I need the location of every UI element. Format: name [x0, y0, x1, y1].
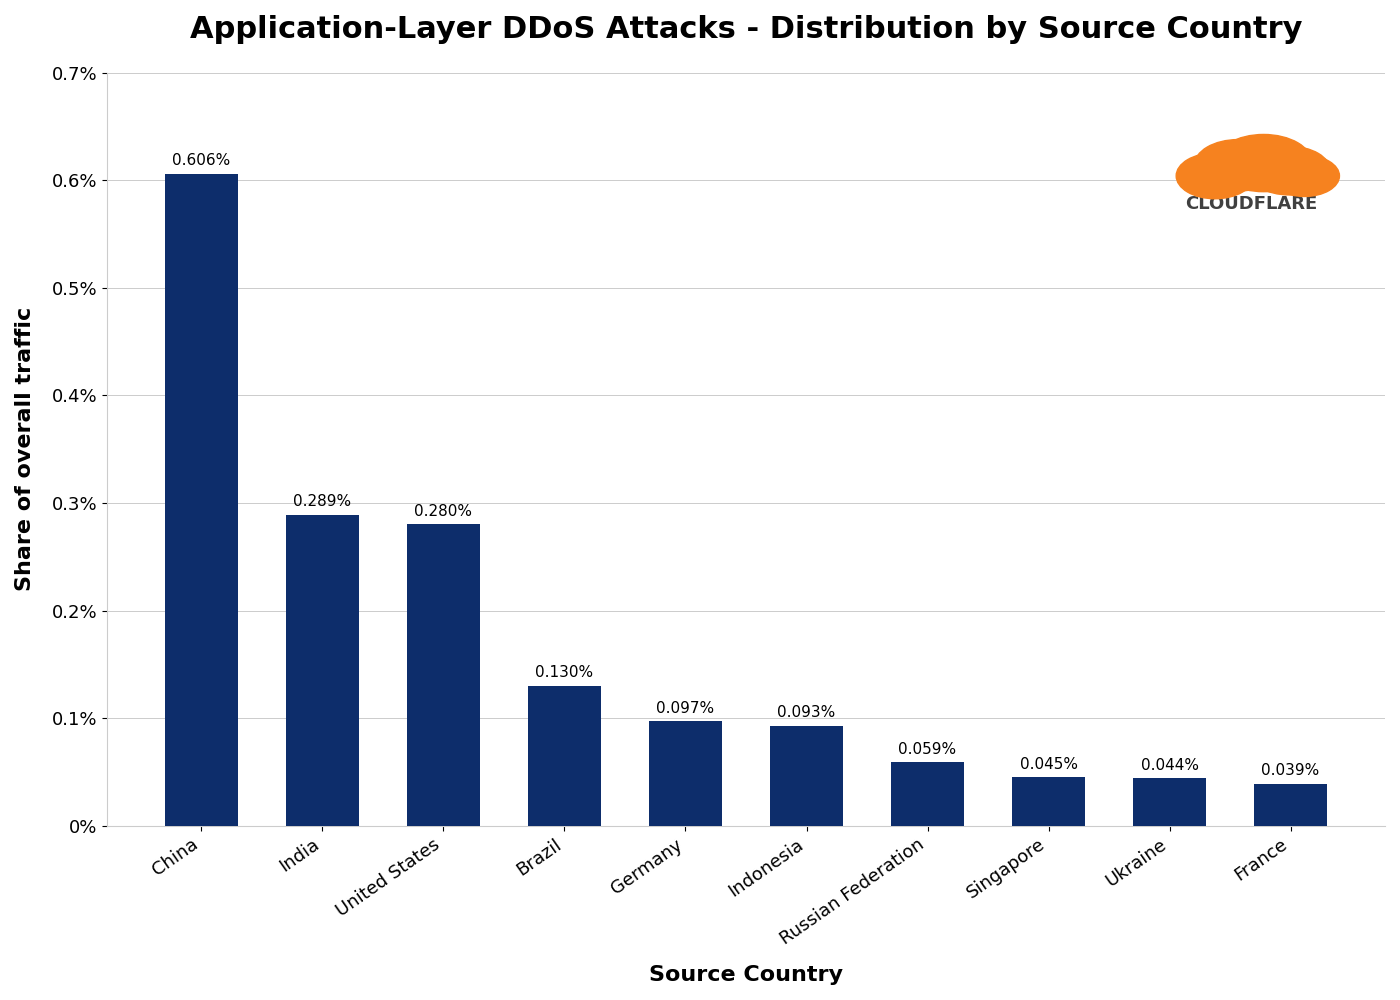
- Bar: [650, 721, 722, 826]
- Bar: [1133, 778, 1205, 826]
- Text: 0.039%: 0.039%: [1261, 763, 1320, 778]
- Text: 0.059%: 0.059%: [899, 742, 956, 757]
- Y-axis label: Share of overall traffic: Share of overall traffic: [15, 307, 35, 591]
- Text: 0.044%: 0.044%: [1141, 758, 1198, 773]
- Bar: [1012, 777, 1085, 826]
- Bar: [407, 524, 480, 826]
- Text: 0.289%: 0.289%: [294, 494, 351, 509]
- Text: 0.280%: 0.280%: [414, 504, 472, 519]
- Text: 0.130%: 0.130%: [535, 665, 594, 680]
- Circle shape: [1215, 134, 1312, 192]
- Text: CLOUDFLARE: CLOUDFLARE: [1184, 195, 1317, 213]
- Bar: [528, 686, 601, 826]
- Bar: [1194, 170, 1309, 182]
- Circle shape: [1176, 153, 1254, 199]
- Circle shape: [1247, 146, 1330, 195]
- Text: 0.097%: 0.097%: [657, 701, 714, 716]
- Text: 0.045%: 0.045%: [1019, 757, 1078, 772]
- Circle shape: [1194, 140, 1282, 191]
- Bar: [165, 174, 238, 826]
- Bar: [892, 762, 963, 826]
- Circle shape: [1270, 155, 1340, 196]
- Bar: [286, 515, 358, 826]
- Text: 0.606%: 0.606%: [172, 153, 231, 168]
- X-axis label: Source Country: Source Country: [650, 965, 843, 985]
- Text: 0.093%: 0.093%: [777, 705, 836, 720]
- Bar: [770, 726, 843, 826]
- Title: Application-Layer DDoS Attacks - Distribution by Source Country: Application-Layer DDoS Attacks - Distrib…: [190, 15, 1302, 44]
- Bar: [1254, 784, 1327, 826]
